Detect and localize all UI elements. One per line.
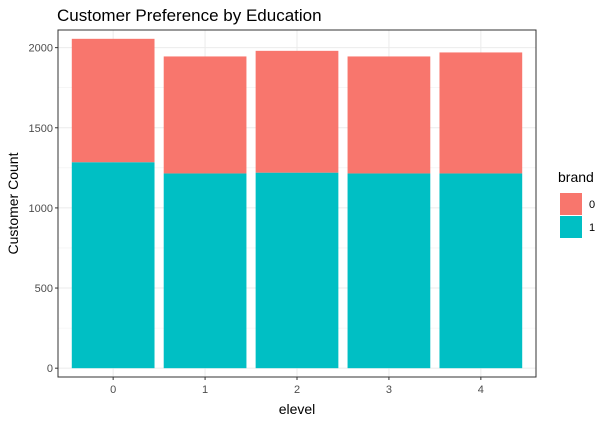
bar-brand-1 bbox=[163, 173, 247, 369]
bar-brand-1 bbox=[347, 173, 431, 369]
y-tick-label: 500 bbox=[35, 283, 53, 295]
y-tick-label: 2000 bbox=[29, 43, 53, 55]
plot-area bbox=[57, 29, 537, 378]
x-axis: 0 1 2 3 4 bbox=[110, 377, 484, 396]
legend-swatch bbox=[560, 193, 582, 215]
bar-brand-1 bbox=[439, 173, 523, 369]
x-tick-label: 3 bbox=[386, 384, 392, 396]
legend-label: 0 bbox=[589, 199, 595, 211]
bars bbox=[71, 38, 523, 369]
y-axis-title: Customer Count bbox=[5, 152, 21, 254]
y-tick-label: 0 bbox=[47, 363, 53, 375]
bar-brand-1 bbox=[255, 172, 339, 369]
bar-brand-0 bbox=[163, 56, 247, 174]
bar-brand-0 bbox=[347, 56, 431, 174]
bar-brand-0 bbox=[71, 38, 155, 163]
legend-title: brand bbox=[558, 169, 594, 185]
y-tick-label: 1000 bbox=[29, 203, 53, 215]
bar-brand-0 bbox=[439, 52, 523, 174]
x-tick-label: 2 bbox=[294, 384, 300, 396]
x-axis-title: elevel bbox=[279, 401, 316, 417]
chart-title: Customer Preference by Education bbox=[57, 6, 322, 25]
legend-swatch bbox=[560, 216, 582, 238]
legend-label: 1 bbox=[589, 222, 595, 234]
legend: brand 01 bbox=[558, 169, 595, 238]
x-tick-label: 4 bbox=[478, 384, 484, 396]
bar-brand-0 bbox=[255, 50, 339, 173]
x-tick-label: 1 bbox=[202, 384, 208, 396]
bar-brand-1 bbox=[71, 162, 155, 369]
y-tick-label: 1500 bbox=[29, 123, 53, 135]
legend-items: 01 bbox=[560, 193, 595, 238]
y-axis: 0 500 1000 1500 2000 bbox=[29, 43, 58, 375]
x-tick-label: 0 bbox=[110, 384, 116, 396]
